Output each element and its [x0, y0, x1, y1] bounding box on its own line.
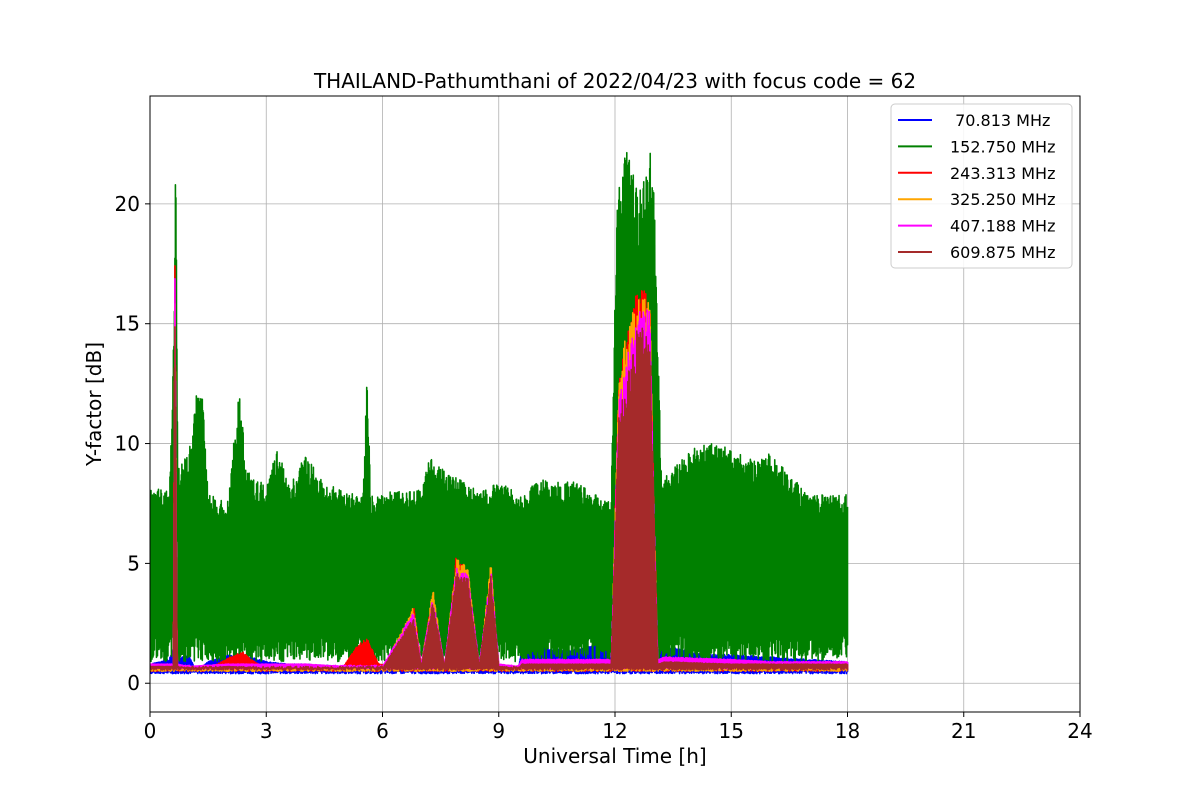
series-line: [150, 326, 849, 671]
legend-label: 407.188 MHz: [950, 217, 1055, 236]
x-axis-label: Universal Time [h]: [523, 744, 706, 768]
x-tick-label: 3: [260, 719, 273, 743]
y-tick-label: 5: [127, 551, 140, 575]
x-tick-label: 0: [144, 719, 157, 743]
y-tick-label: 15: [115, 312, 140, 336]
x-tick-label: 6: [376, 719, 389, 743]
x-tick-label: 12: [602, 719, 627, 743]
legend-box: [890, 103, 1073, 269]
series-line: [150, 151, 849, 663]
legend-label: 152.750 MHz: [950, 137, 1055, 156]
legend-label: 609.875 MHz: [950, 243, 1055, 262]
legend: 70.813 MHz 152.750 MHz 243.313 MHz 325.250 …: [890, 103, 1073, 269]
x-tick-label: 21: [951, 719, 976, 743]
y-axis: 0 5 10 15 20: [115, 192, 150, 695]
series-layer: [150, 151, 849, 675]
chart-title: THAILAND-Pathumthani of 2022/04/23 with …: [313, 69, 916, 93]
plot-area: [150, 151, 849, 675]
x-tick-label: 18: [835, 719, 860, 743]
x-axis: 0 3 6 9 12 15 18 21 24: [144, 712, 1093, 743]
y-tick-label: 20: [115, 192, 140, 216]
x-tick-label: 15: [719, 719, 744, 743]
x-tick-label: 9: [492, 719, 505, 743]
y-tick-label: 0: [127, 671, 140, 695]
y-axis-label: Y-factor [dB]: [82, 342, 106, 467]
legend-label: 70.813 MHz: [950, 111, 1050, 130]
legend-label: 325.250 MHz: [950, 190, 1055, 209]
legend-label: 243.313 MHz: [950, 164, 1055, 183]
y-tick-label: 10: [115, 432, 140, 456]
x-tick-label: 24: [1067, 719, 1092, 743]
